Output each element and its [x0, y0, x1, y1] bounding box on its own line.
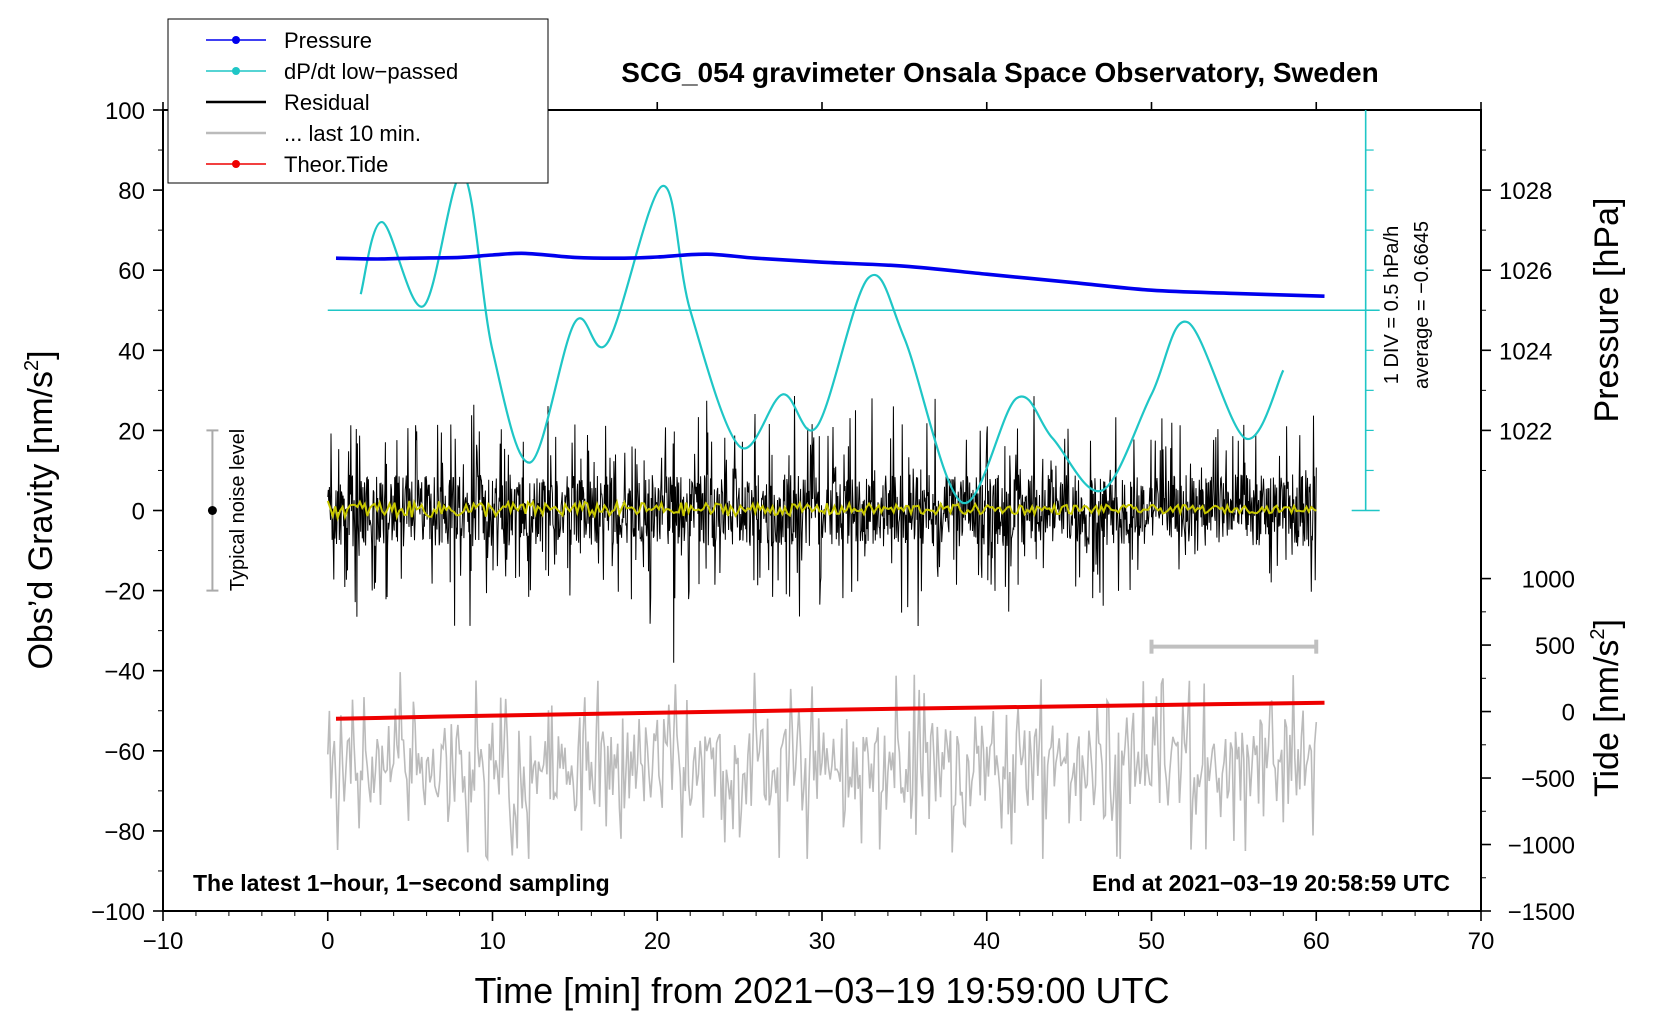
chart-title: SCG_054 gravimeter Onsala Space Observat…: [621, 57, 1378, 88]
x-tick-label: 20: [644, 928, 671, 955]
series-last-10-min: [327, 672, 1318, 862]
y-tick-label: −20: [104, 579, 145, 606]
y-tick-label: 100: [105, 98, 145, 125]
legend-label: Theor.Tide: [284, 152, 388, 177]
tide-tick-label: 0: [1562, 700, 1575, 727]
legend-dot: [232, 36, 240, 44]
y-tick-label: −100: [91, 899, 145, 926]
x-tick-label: 70: [1468, 928, 1495, 955]
x-tick-label: 40: [973, 928, 1000, 955]
residual-line: [327, 395, 1317, 663]
legend-dot: [232, 67, 240, 75]
annotation-sampling: The latest 1−hour, 1−second sampling: [193, 870, 610, 896]
pressure-line: [335, 251, 1325, 298]
y-tick-label: −80: [104, 819, 145, 846]
legend-label: Residual: [284, 90, 370, 115]
y-tick-label: −40: [104, 659, 145, 686]
series-dpdt: [359, 172, 1285, 504]
pressure-tick-label: 1022: [1499, 418, 1552, 445]
legend: Pressure dP/dt low−passed Residual ... last…: [167, 18, 549, 184]
dpdt-reference: [327, 110, 1380, 512]
tide-axis-label: Tide [nm/s2]: [1587, 619, 1626, 797]
tide-axis-label-sup: 2: [1587, 628, 1609, 639]
y-tick-label: 20: [118, 418, 145, 445]
pressure-tick-label: 1028: [1499, 178, 1552, 205]
series-residual: [327, 395, 1317, 663]
y-tick-label: 80: [118, 178, 145, 205]
y-axis-label: Obs’d Gravity [nm/s2]: [21, 350, 60, 669]
tide-tick-label: −500: [1521, 766, 1575, 793]
noise-level-bar: [206, 429, 219, 592]
legend-label: dP/dt low−passed: [284, 59, 458, 84]
legend-label: Pressure: [284, 28, 372, 53]
tide-axis-label-close: ]: [1588, 619, 1626, 628]
residual-smoothed-line: [326, 498, 1317, 522]
x-tick-label: −10: [143, 928, 184, 955]
last-10-min-bar: [1149, 639, 1319, 654]
dpdt-div-label: 1 DIV = 0.5 hPa/h: [1381, 226, 1403, 384]
y-axis-label-base: Obs’d Gravity [nm/s: [22, 371, 60, 670]
tide-axis-label-base: Tide [nm/s: [1588, 640, 1626, 797]
y-tick-label: −60: [104, 739, 145, 766]
dpdt-average-label: average = −0.6645: [1411, 221, 1433, 389]
x-tick-label: 50: [1138, 928, 1165, 955]
tide-tick-label: 1000: [1522, 567, 1575, 594]
tide-line: [335, 700, 1325, 721]
y-tick-label: 40: [118, 338, 145, 365]
x-axis-label: Time [min] from 2021−03−19 19:59:00 UTC: [474, 970, 1169, 1011]
pressure-tick-label: 1026: [1499, 258, 1552, 285]
y-tick-label: 0: [132, 499, 145, 526]
noise-bar-center-dot: [207, 506, 217, 515]
x-tick-label: 30: [809, 928, 836, 955]
noise-level-label: Typical noise level: [227, 429, 249, 591]
series-theor-tide: [335, 700, 1325, 721]
legend-label: ... last 10 min.: [284, 121, 421, 146]
series-residual-smoothed: [326, 498, 1317, 522]
pressure-axis-label: Pressure [hPa]: [1588, 198, 1626, 423]
x-tick-label: 60: [1303, 928, 1330, 955]
x-tick-label: 10: [479, 928, 506, 955]
tide-tick-label: −1500: [1508, 899, 1575, 926]
tide-tick-label: −1000: [1508, 833, 1575, 860]
tide-tick-label: 500: [1535, 633, 1575, 660]
pressure-tick-label: 1024: [1499, 338, 1552, 365]
annotation-end-time: End at 2021−03−19 20:58:59 UTC: [1092, 870, 1450, 896]
dpdt-line: [359, 172, 1285, 504]
y-axis-label-close: ]: [22, 350, 60, 359]
last-10-min-line: [327, 672, 1318, 862]
legend-dot: [232, 160, 240, 168]
x-tick-label: 0: [321, 928, 334, 955]
y-axis-label-sup: 2: [21, 360, 43, 371]
axes: −10 0 10 20 30 40 50 60 70−100−80−60−40−20020406…: [91, 98, 1575, 955]
series-pressure: [335, 251, 1325, 298]
y-tick-label: 60: [118, 258, 145, 285]
